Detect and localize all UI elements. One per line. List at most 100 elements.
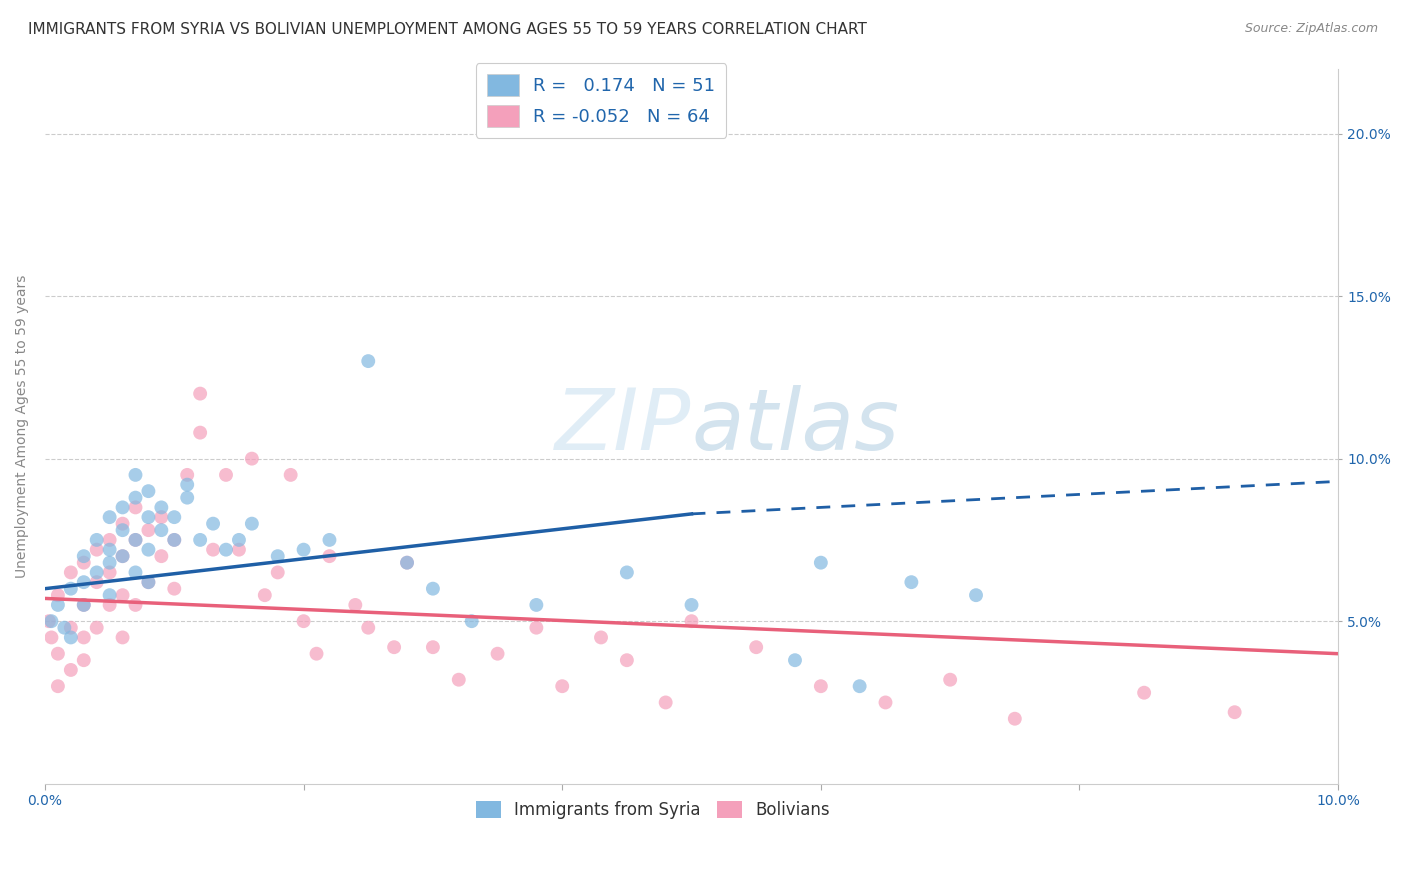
Point <box>357 621 380 635</box>
Point <box>124 491 146 505</box>
Point <box>46 679 69 693</box>
Point <box>73 556 96 570</box>
Point <box>98 556 121 570</box>
Point <box>486 647 509 661</box>
Point <box>138 523 160 537</box>
Point <box>46 647 69 661</box>
Point <box>59 621 82 635</box>
Point <box>939 673 962 687</box>
Point <box>138 510 160 524</box>
Point <box>111 549 134 564</box>
Point <box>86 575 108 590</box>
Point <box>745 640 768 655</box>
Point <box>124 533 146 547</box>
Point <box>396 556 419 570</box>
Point <box>41 631 63 645</box>
Point <box>150 523 173 537</box>
Point <box>292 614 315 628</box>
Point <box>86 566 108 580</box>
Y-axis label: Unemployment Among Ages 55 to 59 years: Unemployment Among Ages 55 to 59 years <box>15 275 30 578</box>
Point <box>138 484 160 499</box>
Point <box>98 533 121 547</box>
Point <box>1133 686 1156 700</box>
Text: ZIP: ZIP <box>555 384 692 467</box>
Point <box>98 588 121 602</box>
Point <box>111 588 134 602</box>
Point <box>460 614 482 628</box>
Point <box>253 588 276 602</box>
Point <box>176 467 198 482</box>
Point <box>111 523 134 537</box>
Point <box>616 653 638 667</box>
Point <box>98 510 121 524</box>
Point <box>124 500 146 515</box>
Point <box>111 549 134 564</box>
Point <box>267 549 290 564</box>
Point <box>1004 712 1026 726</box>
Point <box>59 566 82 580</box>
Point <box>900 575 922 590</box>
Point <box>163 582 186 596</box>
Point <box>267 566 290 580</box>
Point <box>240 451 263 466</box>
Point <box>111 516 134 531</box>
Point <box>810 556 832 570</box>
Point <box>202 516 225 531</box>
Point <box>188 386 211 401</box>
Point <box>875 696 897 710</box>
Point <box>163 533 186 547</box>
Point <box>654 696 676 710</box>
Point <box>188 533 211 547</box>
Point <box>59 663 82 677</box>
Point <box>73 653 96 667</box>
Point <box>124 598 146 612</box>
Point <box>188 425 211 440</box>
Point <box>73 575 96 590</box>
Point <box>124 533 146 547</box>
Point <box>344 598 367 612</box>
Point <box>422 640 444 655</box>
Point <box>280 467 302 482</box>
Point <box>73 598 96 612</box>
Point <box>59 582 82 596</box>
Point <box>551 679 574 693</box>
Point <box>163 510 186 524</box>
Text: IMMIGRANTS FROM SYRIA VS BOLIVIAN UNEMPLOYMENT AMONG AGES 55 TO 59 YEARS CORRELA: IMMIGRANTS FROM SYRIA VS BOLIVIAN UNEMPL… <box>28 22 868 37</box>
Point <box>98 598 121 612</box>
Point <box>86 533 108 547</box>
Point <box>447 673 470 687</box>
Point <box>73 598 96 612</box>
Point <box>783 653 806 667</box>
Point <box>318 549 340 564</box>
Point <box>228 533 250 547</box>
Point <box>46 588 69 602</box>
Point <box>111 500 134 515</box>
Point <box>240 516 263 531</box>
Point <box>150 510 173 524</box>
Point <box>124 566 146 580</box>
Point <box>124 467 146 482</box>
Legend: Immigrants from Syria, Bolivians: Immigrants from Syria, Bolivians <box>468 794 837 825</box>
Point <box>150 549 173 564</box>
Point <box>616 566 638 580</box>
Point <box>1223 705 1246 719</box>
Point <box>163 533 186 547</box>
Point <box>524 598 547 612</box>
Point <box>86 542 108 557</box>
Point <box>59 631 82 645</box>
Point <box>396 556 419 570</box>
Point <box>98 542 121 557</box>
Point <box>73 631 96 645</box>
Point <box>305 647 328 661</box>
Point <box>138 575 160 590</box>
Point <box>589 631 612 645</box>
Point <box>215 542 238 557</box>
Point <box>965 588 987 602</box>
Point <box>38 614 60 628</box>
Text: Source: ZipAtlas.com: Source: ZipAtlas.com <box>1244 22 1378 36</box>
Point <box>810 679 832 693</box>
Point <box>215 467 238 482</box>
Point <box>524 621 547 635</box>
Point <box>138 575 160 590</box>
Text: atlas: atlas <box>692 384 900 467</box>
